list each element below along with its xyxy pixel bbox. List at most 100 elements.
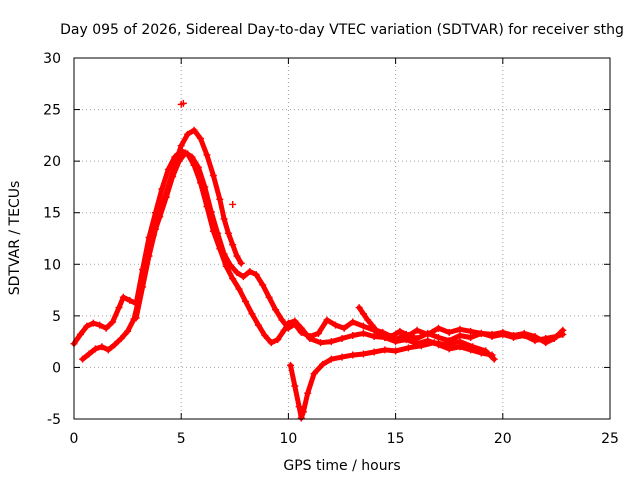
data-point (424, 330, 432, 338)
data-series (70, 99, 567, 422)
data-point (327, 355, 335, 363)
data-point (499, 328, 507, 336)
data-point (280, 326, 288, 334)
data-point (209, 172, 217, 180)
data-point (392, 347, 400, 355)
y-tick-label: 25 (43, 103, 61, 119)
data-point (550, 335, 558, 343)
data-point (349, 351, 357, 359)
data-point (124, 327, 132, 335)
data-point (76, 330, 84, 338)
data-point (396, 327, 404, 335)
data-point (417, 342, 425, 350)
data-point (404, 344, 412, 352)
data-point (456, 325, 464, 333)
data-point (79, 355, 87, 363)
data-point (227, 261, 235, 269)
x-tick-labels: 0 5 10 15 20 25 (70, 431, 619, 447)
data-point (164, 182, 172, 190)
data-point (284, 324, 292, 332)
x-tick-label: 10 (279, 431, 297, 447)
data-point (340, 324, 348, 332)
data-point (338, 353, 346, 361)
grid (74, 58, 610, 419)
data-point (158, 203, 166, 211)
data-point (467, 334, 475, 342)
data-point (229, 241, 237, 249)
data-point (158, 185, 166, 193)
data-point (220, 215, 228, 223)
data-point (404, 331, 412, 339)
data-point (237, 259, 245, 267)
data-point (297, 328, 305, 336)
y-tick-label: 20 (43, 154, 61, 170)
data-point (469, 343, 477, 351)
data-point (224, 229, 232, 237)
data-point (220, 250, 228, 258)
data-point (299, 408, 307, 416)
data-point (430, 339, 438, 347)
data-point (171, 161, 179, 169)
y-tick-label: 10 (43, 257, 61, 273)
data-point (184, 130, 192, 138)
data-point (214, 229, 222, 237)
data-point (177, 142, 185, 150)
data-point (145, 252, 153, 260)
data-point (434, 324, 442, 332)
data-point (355, 304, 363, 312)
data-point (387, 332, 395, 340)
series-track-c (132, 126, 245, 322)
data-point (370, 332, 378, 340)
plot-frame (73, 57, 611, 420)
data-point (109, 318, 117, 326)
data-point (203, 151, 211, 159)
data-point (229, 200, 237, 208)
data-point (317, 339, 325, 347)
y-tick-label: 0 (52, 360, 61, 376)
y-tick-labels: -5 0 5 10 15 20 25 30 (43, 51, 61, 428)
x-axis-label: GPS time / hours (283, 458, 400, 474)
data-point (104, 346, 112, 354)
data-point (265, 293, 273, 301)
data-point (188, 153, 196, 161)
data-point (194, 163, 202, 171)
data-point (132, 314, 140, 322)
data-point (242, 297, 250, 305)
data-point (445, 328, 453, 336)
data-point (510, 331, 518, 339)
data-point (456, 338, 464, 346)
data-point (304, 389, 312, 397)
data-point (488, 330, 496, 338)
y-axis-label: SDTVAR / TECUs (7, 181, 23, 296)
data-point (434, 334, 442, 342)
x-tick-label: 0 (70, 431, 79, 447)
data-point (559, 326, 567, 334)
data-point (287, 361, 295, 369)
data-point (310, 370, 318, 378)
data-point (252, 271, 260, 279)
data-point (233, 252, 241, 260)
data-point (254, 321, 262, 329)
data-point (319, 360, 327, 368)
data-point (359, 310, 367, 318)
data-point (89, 319, 97, 327)
data-point (96, 321, 104, 329)
data-point (323, 316, 331, 324)
data-point (531, 332, 539, 340)
data-point (370, 348, 378, 356)
data-point (297, 414, 305, 422)
data-point (239, 273, 247, 281)
data-point (291, 382, 299, 390)
data-point (359, 322, 367, 330)
data-point (295, 403, 303, 411)
data-point (520, 329, 528, 337)
data-point (306, 332, 314, 340)
series-line (71, 148, 566, 347)
data-point (349, 318, 357, 326)
data-point (83, 322, 91, 330)
series-track-a (70, 147, 567, 348)
data-point (248, 310, 256, 318)
data-point (139, 283, 147, 291)
data-point (181, 149, 189, 157)
data-point (338, 335, 346, 343)
